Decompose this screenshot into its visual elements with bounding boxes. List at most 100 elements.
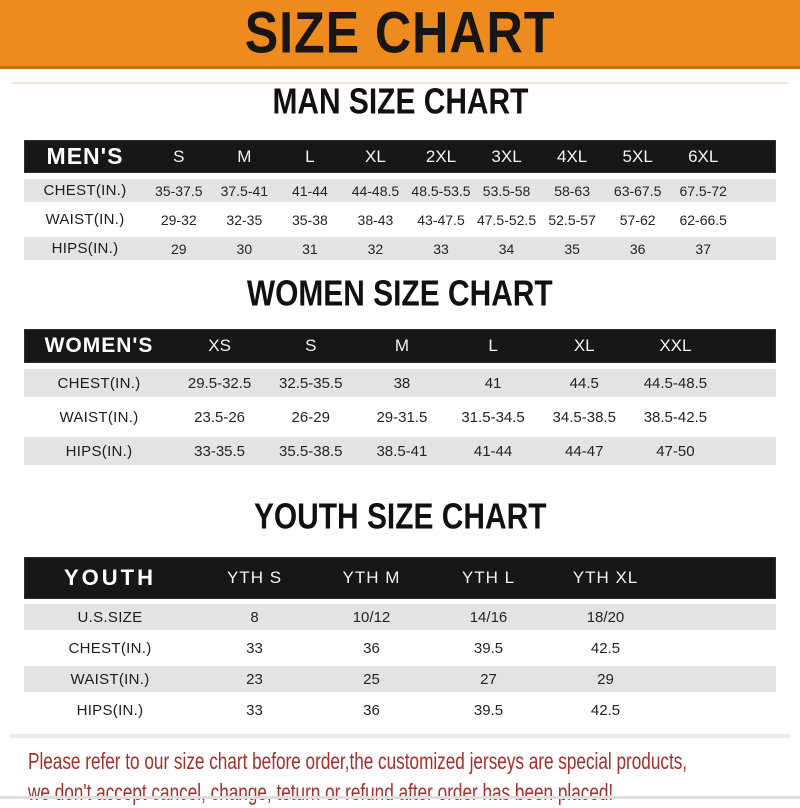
table-row: HIPS(IN.) 33-35.5 35.5-38.5 38.5-41 41-44 44-… (24, 437, 776, 465)
cell-value: 67.5-72 (679, 182, 727, 199)
column-header: 2XL (425, 146, 457, 166)
table-row: CHEST(IN.) 35-37.5 37.5-41 41-44 44-48.5 48.5… (24, 179, 776, 202)
mens-header-row: MEN'S S M L XL 2XL 3XL 4XL 5XL 6XL (24, 140, 776, 173)
cell-value: 33 (433, 240, 449, 257)
column-header: 5XL (622, 146, 653, 166)
column-header: YTH S (226, 568, 283, 587)
cell-value: 44.5 (569, 374, 599, 392)
youth-header-row: YOUTH YTH S YTH M YTH L YTH XL (24, 557, 776, 599)
table-row: WAIST(IN.) 29-32 32-35 35-38 38-43 43-47.5 47.… (24, 208, 776, 231)
cell-value: 43-47.5 (417, 211, 465, 228)
cell-value: 41-44 (291, 182, 328, 199)
column-header: 3XL (491, 146, 522, 166)
cell-value: 38-43 (357, 211, 394, 228)
cell-value: 14/16 (469, 608, 508, 626)
cell-value: 53.5-58 (482, 182, 531, 199)
mens-size-table: MEN'S S M L XL 2XL 3XL 4XL 5XL 6XL CHEST(IN.) 35-37… (24, 140, 776, 260)
cell-value: 32-35 (226, 211, 263, 228)
cell-value: 18/20 (586, 608, 625, 626)
cell-value: 38.5-41 (376, 442, 428, 460)
column-header: YTH XL (572, 568, 639, 587)
youth-size-table: YOUTH YTH S YTH M YTH L YTH XL U.S.SIZE 8 10/12… (24, 557, 776, 723)
cell-value: 63-67.5 (613, 182, 662, 199)
cell-value: 42.5 (590, 701, 621, 719)
cell-value: 47-50 (656, 442, 695, 460)
cell-value: 38 (393, 374, 411, 392)
row-label: CHEST(IN.) (43, 182, 127, 199)
column-header: XL (365, 146, 386, 166)
cell-value: 29-32 (160, 211, 197, 228)
cell-value: 32 (367, 240, 384, 257)
cell-value: 58-63 (554, 182, 590, 199)
row-label: WAIST(IN.) (45, 211, 125, 228)
column-header: XS (208, 336, 231, 355)
cell-value: 44.5-48.5 (643, 374, 708, 392)
table-row: CHEST(IN.) 29.5-32.5 32.5-35.5 38 41 44.5 44.5… (24, 369, 776, 397)
cell-value: 44-48.5 (351, 182, 400, 199)
cell-value: 44-47 (565, 442, 604, 460)
cell-value: 35.5-38.5 (279, 442, 343, 460)
disclaimer-line-2: we don't accept cancel, change, teturn o… (28, 779, 614, 806)
cell-value: 48.5-53.5 (411, 182, 471, 199)
cell-value: 23.5-26 (194, 408, 246, 426)
column-header: YTH L (461, 568, 516, 587)
size-chart-banner: SIZE CHART (0, 0, 800, 69)
row-label: WAIST(IN.) (59, 408, 139, 426)
cell-value: 42.5 (590, 639, 621, 657)
banner-title: SIZE CHART (244, 0, 556, 66)
cell-value: 29-31.5 (376, 408, 428, 426)
cell-value: 62-66.5 (679, 211, 727, 228)
row-label: U.S.SIZE (77, 608, 143, 626)
footer-divider (10, 734, 790, 738)
cell-value: 23 (246, 670, 263, 688)
cell-value: 10/12 (352, 608, 391, 626)
cell-value: 26-29 (291, 408, 330, 426)
cell-value: 37 (695, 240, 711, 257)
cell-value: 36 (629, 240, 646, 257)
column-header: S (173, 146, 185, 166)
cell-value: 8 (250, 608, 259, 626)
row-label: HIPS(IN.) (65, 442, 133, 460)
cell-value: 41 (484, 374, 502, 392)
man-section-title: MAN SIZE CHART (272, 81, 528, 123)
banner-underline (12, 82, 788, 84)
women-section-title-wrap: WOMEN SIZE CHART (0, 275, 800, 319)
cell-value: 33-35.5 (194, 442, 246, 460)
bottom-edge-strip (0, 796, 800, 799)
man-section-title-wrap: MAN SIZE CHART (0, 81, 800, 127)
table-row: WAIST(IN.) 23.5-26 26-29 29-31.5 31.5-34.5 34… (24, 403, 776, 431)
column-header: XL (573, 336, 595, 355)
row-label: CHEST(IN.) (57, 374, 141, 392)
table-row: WAIST(IN.) 23 25 27 29 (24, 666, 776, 692)
cell-value: 38.5-42.5 (643, 408, 708, 426)
cell-value: 52.5-57 (548, 211, 596, 228)
table-row: U.S.SIZE 8 10/12 14/16 18/20 (24, 604, 776, 630)
cell-value: 39.5 (473, 701, 504, 719)
row-label: WAIST(IN.) (70, 670, 150, 688)
cell-value: 37.5-41 (220, 182, 269, 199)
column-header: M (394, 336, 409, 355)
column-header: YTH M (342, 568, 401, 587)
cell-value: 41-44 (473, 442, 513, 460)
youth-section-title-wrap: YOUTH SIZE CHART (0, 498, 800, 542)
cell-value: 35 (564, 240, 580, 257)
cell-value: 34 (498, 240, 515, 257)
row-label: CHEST(IN.) (68, 639, 152, 657)
column-header: XXL (659, 336, 692, 355)
cell-value: 31 (302, 240, 318, 257)
youth-header-label: YOUTH (64, 565, 156, 590)
table-row: HIPS(IN.) 33 36 39.5 42.5 (24, 697, 776, 723)
cell-value: 35-38 (291, 211, 328, 228)
womens-header-label: WOMEN'S (44, 334, 154, 357)
cell-value: 25 (363, 670, 380, 688)
row-label: HIPS(IN.) (76, 701, 144, 719)
womens-size-table: WOMEN'S XS S M L XL XXL CHEST(IN.) 29.5-32.5 32.5… (24, 329, 776, 465)
cell-value: 29.5-32.5 (187, 374, 252, 392)
cell-value: 47.5-52.5 (476, 211, 537, 228)
table-row: CHEST(IN.) 33 36 39.5 42.5 (24, 635, 776, 661)
cell-value: 29 (170, 240, 187, 257)
column-header: S (305, 336, 317, 355)
cell-value: 27 (480, 670, 497, 688)
cell-value: 36 (363, 701, 380, 719)
cell-value: 31.5-34.5 (461, 408, 525, 426)
